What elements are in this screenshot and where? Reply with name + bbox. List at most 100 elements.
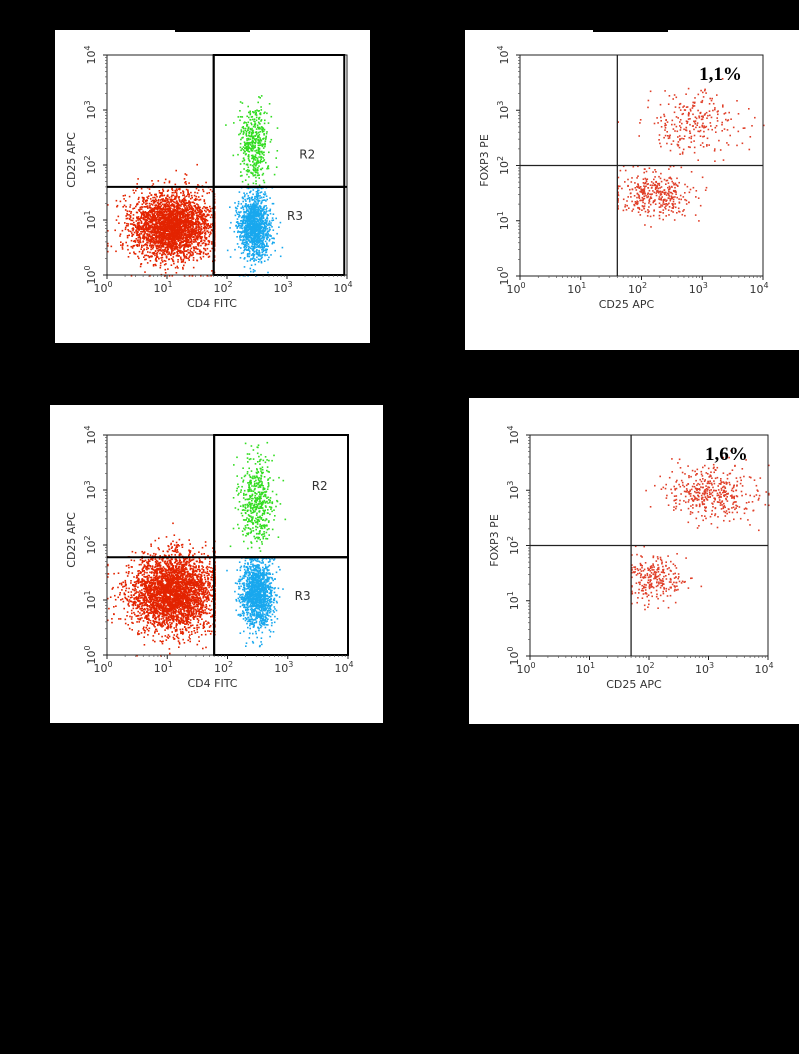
event-dot	[182, 225, 184, 227]
event-dot	[199, 206, 201, 209]
event-dot	[206, 225, 208, 227]
event-dot	[181, 210, 184, 212]
event-dot	[203, 247, 205, 250]
event-dot	[160, 238, 163, 241]
event-dot	[133, 244, 135, 247]
event-dot	[170, 245, 173, 247]
event-dot	[175, 193, 178, 195]
event-dot	[155, 260, 158, 262]
event-dot	[129, 204, 132, 206]
event-dot	[155, 240, 157, 243]
event-dot	[172, 215, 174, 217]
event-dot	[147, 242, 149, 244]
event-dot	[172, 225, 175, 227]
event-dot	[170, 223, 173, 225]
event-dot	[158, 234, 160, 237]
event-dot	[149, 209, 151, 212]
event-dot	[183, 226, 185, 228]
event-dot	[201, 232, 203, 234]
event-dot	[258, 110, 260, 112]
event-dot	[189, 220, 191, 223]
event-dot	[160, 192, 162, 194]
event-dot	[147, 228, 149, 231]
event-dot	[150, 230, 152, 233]
event-dot	[178, 231, 181, 234]
event-dot	[158, 238, 160, 241]
event-dot	[143, 206, 146, 208]
event-dot	[141, 203, 144, 206]
event-dot	[126, 212, 128, 215]
event-dot	[249, 127, 251, 130]
event-dot	[257, 139, 260, 142]
event-dot	[251, 207, 253, 209]
event-dot	[184, 244, 186, 247]
event-dot	[157, 235, 159, 237]
event-dot	[122, 195, 125, 197]
event-dot	[155, 219, 158, 222]
event-dot	[244, 226, 246, 228]
event-dot	[261, 131, 264, 133]
event-dot	[264, 254, 266, 257]
event-dot	[253, 167, 255, 169]
event-dot	[254, 213, 256, 216]
event-dot	[254, 220, 256, 222]
event-dot	[257, 135, 259, 137]
event-dot	[167, 201, 170, 203]
event-dot	[250, 245, 253, 248]
event-dot	[241, 223, 244, 225]
event-dot	[263, 196, 265, 198]
event-dot	[172, 208, 174, 210]
event-dot	[254, 246, 256, 248]
event-dot	[124, 194, 126, 197]
event-dot	[245, 169, 248, 172]
event-dot	[254, 122, 257, 125]
event-dot	[238, 191, 241, 193]
event-dot	[254, 169, 256, 171]
event-dot	[184, 198, 186, 201]
event-dot	[178, 219, 180, 221]
event-dot	[160, 231, 163, 234]
event-dot	[162, 200, 164, 202]
event-dot	[160, 249, 162, 252]
event-dot	[123, 198, 125, 200]
event-dot	[199, 212, 201, 214]
event-dot	[169, 235, 171, 238]
event-dot	[251, 216, 254, 218]
event-dot	[249, 226, 251, 228]
event-dot	[196, 198, 198, 201]
event-dot	[172, 201, 175, 203]
event-dot	[257, 142, 259, 144]
event-dot	[248, 159, 250, 161]
event-dot	[248, 130, 251, 133]
event-dot	[168, 245, 170, 248]
event-dot	[264, 234, 267, 237]
event-dot	[146, 241, 148, 244]
event-dot	[197, 229, 200, 232]
event-dot	[260, 246, 262, 249]
event-dot	[245, 215, 247, 217]
event-dot	[145, 248, 148, 251]
event-dot	[248, 116, 250, 119]
event-dot	[247, 144, 249, 146]
event-dot	[260, 95, 263, 97]
event-dot	[166, 236, 168, 238]
event-dot	[165, 199, 167, 202]
event-dot	[134, 239, 136, 242]
event-dot	[253, 169, 255, 172]
event-dot	[187, 251, 190, 254]
event-dot	[192, 246, 195, 249]
event-dot	[195, 212, 197, 214]
event-dot	[255, 259, 257, 261]
event-dot	[270, 222, 272, 224]
event-dot	[127, 256, 130, 258]
event-dot	[184, 220, 187, 222]
event-dot	[264, 199, 266, 201]
event-dot	[153, 209, 155, 212]
event-dot	[246, 115, 248, 118]
event-dot	[142, 211, 145, 214]
event-dot	[173, 198, 176, 201]
event-dot	[182, 266, 184, 269]
event-dot	[209, 231, 212, 233]
event-dot	[185, 199, 187, 202]
event-dot	[257, 128, 260, 130]
